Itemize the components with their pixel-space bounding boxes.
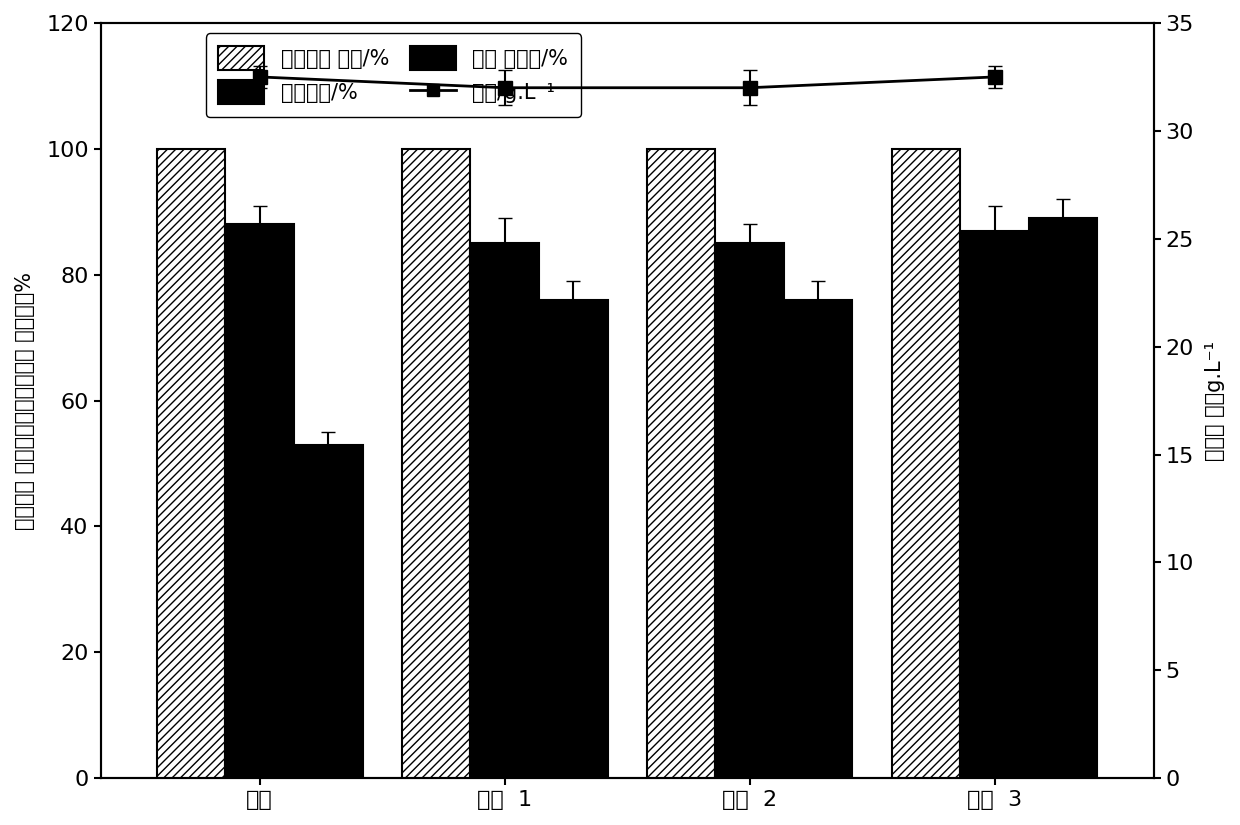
Bar (647, 148, 715, 778)
Y-axis label: 乙醇浓 度／g.L⁻¹: 乙醇浓 度／g.L⁻¹ (1205, 341, 1225, 460)
Bar (294, 445, 362, 778)
Bar (892, 148, 960, 778)
Bar (715, 243, 784, 778)
Bar (157, 148, 226, 778)
Legend: 葡萄糖转 化率/%, 乙醇收率/%, 细胞 死亡率/%, 乙醇/g.L⁻¹: 葡萄糖转 化率/%, 乙醇收率/%, 细胞 死亡率/%, 乙醇/g.L⁻¹ (206, 34, 580, 117)
Bar (539, 300, 608, 778)
Bar (402, 148, 470, 778)
Y-axis label: 葡萄糖转 化率、乙醇收率、细胞 死亡率／%: 葡萄糖转 化率、乙醇收率、细胞 死亡率／% (15, 271, 35, 530)
Bar (226, 224, 294, 778)
Bar (784, 300, 852, 778)
Bar (960, 231, 1029, 778)
Bar (470, 243, 539, 778)
Bar (1029, 218, 1097, 778)
